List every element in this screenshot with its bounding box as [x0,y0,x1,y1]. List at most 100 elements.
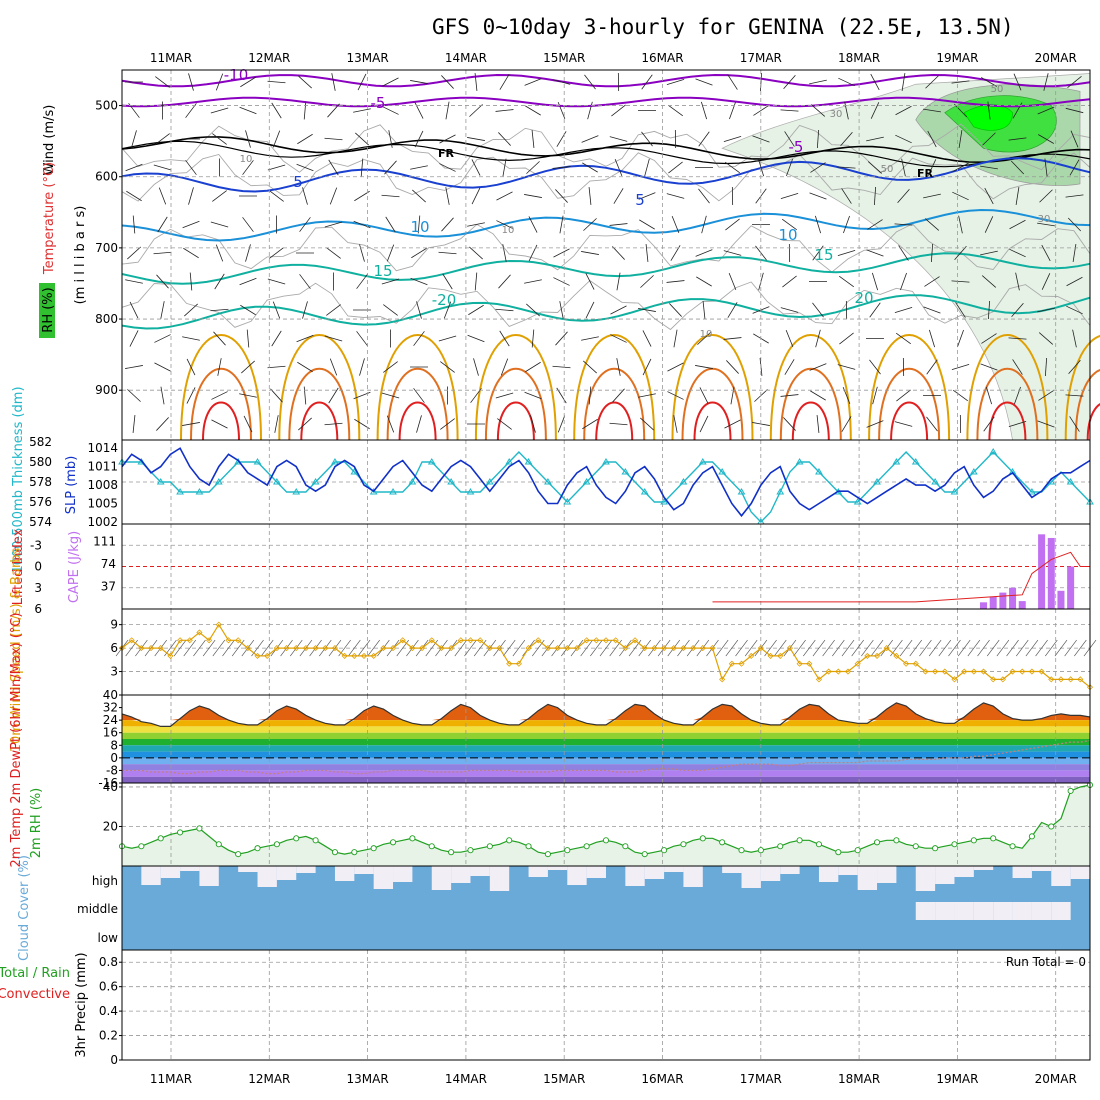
wind-barb [588,187,592,205]
wind-barb [383,361,398,373]
wind-barb [189,272,193,291]
wind-speed-point [1086,684,1094,691]
rh-contour-label: 30 [830,109,843,120]
surface-wind-barb [909,639,923,657]
wind-barb [303,101,307,120]
wind-barb [131,130,137,148]
wind-barb [269,247,284,259]
wind-barb [357,73,367,91]
wind-barb [1065,107,1084,114]
wind-speed-point [1009,668,1016,675]
wind-barb [274,415,279,433]
wind-barb [616,272,621,291]
wind-barb [642,330,652,347]
top-date-label: 11MAR [150,51,192,65]
surface-wind-barb [735,639,748,657]
rh-point [641,851,648,858]
wind-barb [559,301,564,319]
wind-barb [303,386,307,405]
axis-label: 3hr Precip (mm) [74,952,89,1057]
wind-speed-point [312,645,319,652]
wind-speed-point [709,645,716,652]
wind-barb [1037,307,1055,313]
wind-barb [298,417,312,431]
wind-barb [666,78,685,86]
wind-speed-point [118,645,126,652]
bottom-date-label: 18MAR [838,1072,880,1086]
wind-speed-point [883,645,890,652]
wind-barb [212,133,227,145]
surface-temp-contour [202,401,240,441]
y-tick-label: 700 [95,241,118,255]
slp-tick: 1002 [87,515,118,529]
wind-barb [581,135,599,143]
wind-speed-point [844,668,852,675]
wind-barb [588,386,592,405]
rh-point [970,837,977,844]
wind-barb [269,190,284,202]
high-cloud-gap [838,866,858,875]
surface-wind-barb [764,639,777,657]
thickness-point [582,478,591,485]
temp-band [122,702,1090,721]
temperature-contour-label: -10 [224,66,249,84]
cape-tick: 111 [93,535,116,549]
wind-barb [1008,420,1027,428]
surface-temp-contour [966,334,1049,441]
thickness-point [931,478,940,485]
wind-barb [926,359,938,375]
axis-label: 2m Temp 2m DewPt (6hr Min/Max) (°C) [9,613,24,868]
wind-barb [581,336,599,341]
wind-barb [1067,217,1082,232]
wind-barb [157,216,168,233]
wind-speed-point [225,637,232,644]
high-cloud-gap [141,866,161,885]
wind-speed-point [873,652,881,659]
wind-barb [182,336,200,341]
run-total: Run Total = 0 [1006,955,1086,969]
wind-barb [1044,357,1048,377]
temp-band [122,757,1090,765]
rh-contour-label: 10 [240,154,253,165]
rh-point [1067,787,1074,794]
wind-barb [156,274,169,289]
wind-speed-point [428,637,435,644]
temperature-contour [121,252,1091,285]
wind-barb [553,248,570,258]
wind-barb [671,216,680,233]
wind-barb [127,246,141,260]
top-date-label: 15MAR [543,51,585,65]
temperature-contour-label: 15 [814,246,833,264]
slp-tick: 1008 [87,478,118,492]
wind-barb [613,188,624,204]
wind-barb [724,161,741,174]
li-line [712,551,1090,603]
high-cloud-gap [489,866,510,891]
wind-barb [951,363,970,371]
wind-panel: 9 6 3 10m Wind Speed (m/s) & Barbs [9,547,1097,752]
thickness-point [563,498,572,505]
wind-barb [185,160,197,175]
wind-barb [438,251,457,255]
temp-band [122,732,1090,739]
wind-speed-point [177,637,184,644]
surface-wind-barb [1054,639,1068,657]
wind-barb [1039,189,1053,203]
wind-barb [669,303,682,317]
high-cloud-gap [451,866,471,883]
wind-speed-point [641,645,648,652]
wind-barb [383,304,398,316]
surface-wind-barb [967,639,981,657]
wind-barb [324,221,343,228]
wind-barb [695,249,713,257]
surface-wind-barb [173,639,187,657]
wind-barb [699,415,709,433]
surface-wind-barb [396,639,410,657]
wind-barb [469,246,483,260]
li-tick: -3 [30,538,42,552]
wind-barb [160,386,165,405]
middle-cloud-gap [1051,902,1071,920]
wind-barb [384,160,397,175]
wind-barb [982,132,996,146]
temperature-contour-label: 10 [410,218,429,236]
